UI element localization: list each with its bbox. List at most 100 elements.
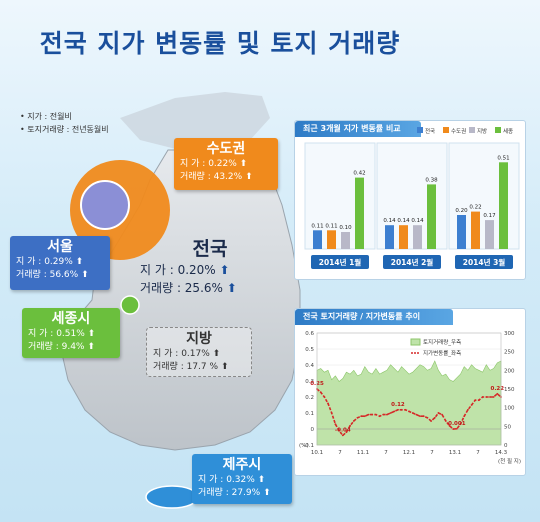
region-province-name: 지방 [186, 331, 212, 347]
left-tick-label: 0 [311, 427, 315, 433]
bar-value-label: 0.14 [397, 218, 410, 224]
up-arrow-icon: ⬆ [220, 362, 229, 372]
legend-notes: • 지가 : 전월비 • 토지거래량 : 전년동월비 [20, 110, 109, 136]
bar-value-label: 0.20 [455, 208, 468, 214]
x-tick-label: 7 [476, 450, 480, 456]
line-chart: 0.6 0.5 0.4 0.3 0.2 0.1 0 -0.1 300 250 200 150 100 50… [299, 331, 521, 465]
north-region-shape [120, 92, 270, 150]
region-jeju-price: 지 가 : 0.32% ⬆ [198, 475, 266, 485]
land-rate-point [463, 415, 466, 418]
land-rate-point [452, 428, 455, 430]
land-rate-point [363, 415, 366, 418]
land-rate-point [378, 415, 381, 418]
right-tick-label: 200 [504, 368, 515, 374]
region-national-trade: 거래량 : 25.6% ⬆ [140, 281, 237, 295]
land-rate-label: -0.04 [335, 427, 351, 433]
region-national-name: 전국 [192, 238, 228, 260]
left-tick-label: 0.2 [305, 395, 314, 401]
page-title: 전국 지가 변동률 및 토지 거래량 [39, 29, 401, 58]
trade-volume-area [316, 360, 502, 446]
land-rate-point [397, 408, 399, 411]
bar-세종 [499, 162, 508, 249]
x-tick-label: 12.1 [403, 450, 415, 456]
region-province-box: 지방 지 가 : 0.17% ⬆ 거래량 : 17.7 % ⬆ [146, 327, 252, 377]
bar-legend-swatch [443, 127, 449, 133]
land-rate-point [352, 420, 355, 422]
land-rate-point [382, 413, 385, 416]
line-chart-panel: 전국 토지거래량 / 지가변동률 추이 0.6 0.5 0.4 0.3 0.2 0.1 0 -… [294, 308, 526, 476]
up-arrow-icon: ⬆ [75, 257, 84, 267]
bar-세종 [355, 177, 364, 249]
note-land-price: • 지가 : 전월비 [20, 112, 72, 121]
land-rate-point [444, 420, 447, 422]
bar-legend-swatch [417, 127, 423, 133]
right-tick-label: 100 [504, 406, 515, 412]
bar-전국 [385, 225, 394, 249]
land-rate-point [415, 413, 418, 416]
bar-지방 [485, 220, 494, 249]
land-rate-point [319, 391, 322, 394]
right-tick-label: 250 [504, 350, 515, 356]
bar-수도권 [327, 230, 336, 249]
region-national-box: 전국 지 가 : 0.20% ⬆ 거래량 : 25.6% ⬆ [140, 234, 280, 297]
bar-value-label: 0.22 [469, 205, 481, 211]
bar-세종 [427, 184, 436, 249]
bar-category-tag [383, 255, 441, 269]
land-rate-point [323, 396, 326, 398]
land-rate-point [474, 399, 477, 402]
legend-trade-label: 토지거래량_우측 [423, 338, 461, 346]
land-rate-label: 0.12 [391, 402, 405, 408]
x-tick-label: 10.1 [311, 450, 323, 456]
land-rate-point [467, 408, 469, 411]
region-sejong-price: 지 가 : 0.51% ⬆ [28, 329, 96, 339]
plot-frame [316, 332, 502, 446]
land-rate-point [404, 408, 407, 411]
bar-value-label: 0.11 [325, 223, 337, 229]
land-rate-point [478, 399, 480, 402]
bar-지방 [413, 225, 422, 249]
region-seoul-price: 지 가 : 0.29% ⬆ [16, 257, 84, 267]
land-rate-point [492, 396, 495, 398]
bar-legend-swatch [469, 127, 475, 133]
land-rate-point [389, 412, 392, 414]
bar-전국 [457, 215, 466, 249]
region-seoul-name: 서울 [47, 239, 73, 255]
bar-value-label: 0.42 [353, 171, 365, 177]
right-axis-unit: (천 필 지) [498, 457, 521, 465]
up-arrow-icon: ⬆ [226, 281, 237, 295]
sejong-marker [120, 295, 140, 315]
region-national-price: 지 가 : 0.20% ⬆ [140, 263, 230, 277]
up-arrow-icon: ⬆ [87, 329, 96, 339]
right-tick-label: 0 [504, 443, 508, 449]
bar-전국 [313, 230, 322, 249]
x-tick-label: 7 [430, 450, 434, 456]
x-tick-label: 7 [338, 450, 342, 456]
region-province-trade: 거래량 : 17.7 % ⬆ [153, 362, 229, 372]
land-rate-point [393, 410, 396, 413]
bar-category-tag [311, 255, 369, 269]
bar-category-label: 2014년 2월 [391, 257, 434, 267]
land-rate-point [496, 392, 499, 395]
bar-legend-swatch [495, 127, 501, 133]
land-rate-label: 0.22 [491, 386, 505, 392]
note-land-trade: • 토지거래량 : 전년동월비 [20, 125, 109, 134]
bar-legend-label: 지방 [477, 127, 487, 135]
bar-value-label: 0.17 [483, 213, 496, 219]
up-arrow-icon: ⬆ [239, 159, 248, 169]
left-tick-label: 0.1 [305, 411, 314, 417]
land-rate-point [327, 402, 329, 405]
right-tick-label: 150 [504, 387, 515, 393]
bar-수도권 [399, 225, 408, 249]
land-rate-point [426, 416, 429, 419]
land-rate-point [419, 415, 421, 418]
land-rate-point [485, 396, 488, 398]
region-capital-name: 수도권 [206, 141, 246, 157]
land-rate-point [338, 429, 340, 432]
region-sejong-name: 세종시 [51, 311, 91, 327]
up-arrow-icon: ⬆ [245, 172, 253, 182]
land-rate-point [448, 424, 451, 427]
up-arrow-icon: ⬆ [219, 263, 230, 277]
up-arrow-icon: ⬆ [212, 349, 221, 359]
land-rate-point [481, 396, 484, 398]
